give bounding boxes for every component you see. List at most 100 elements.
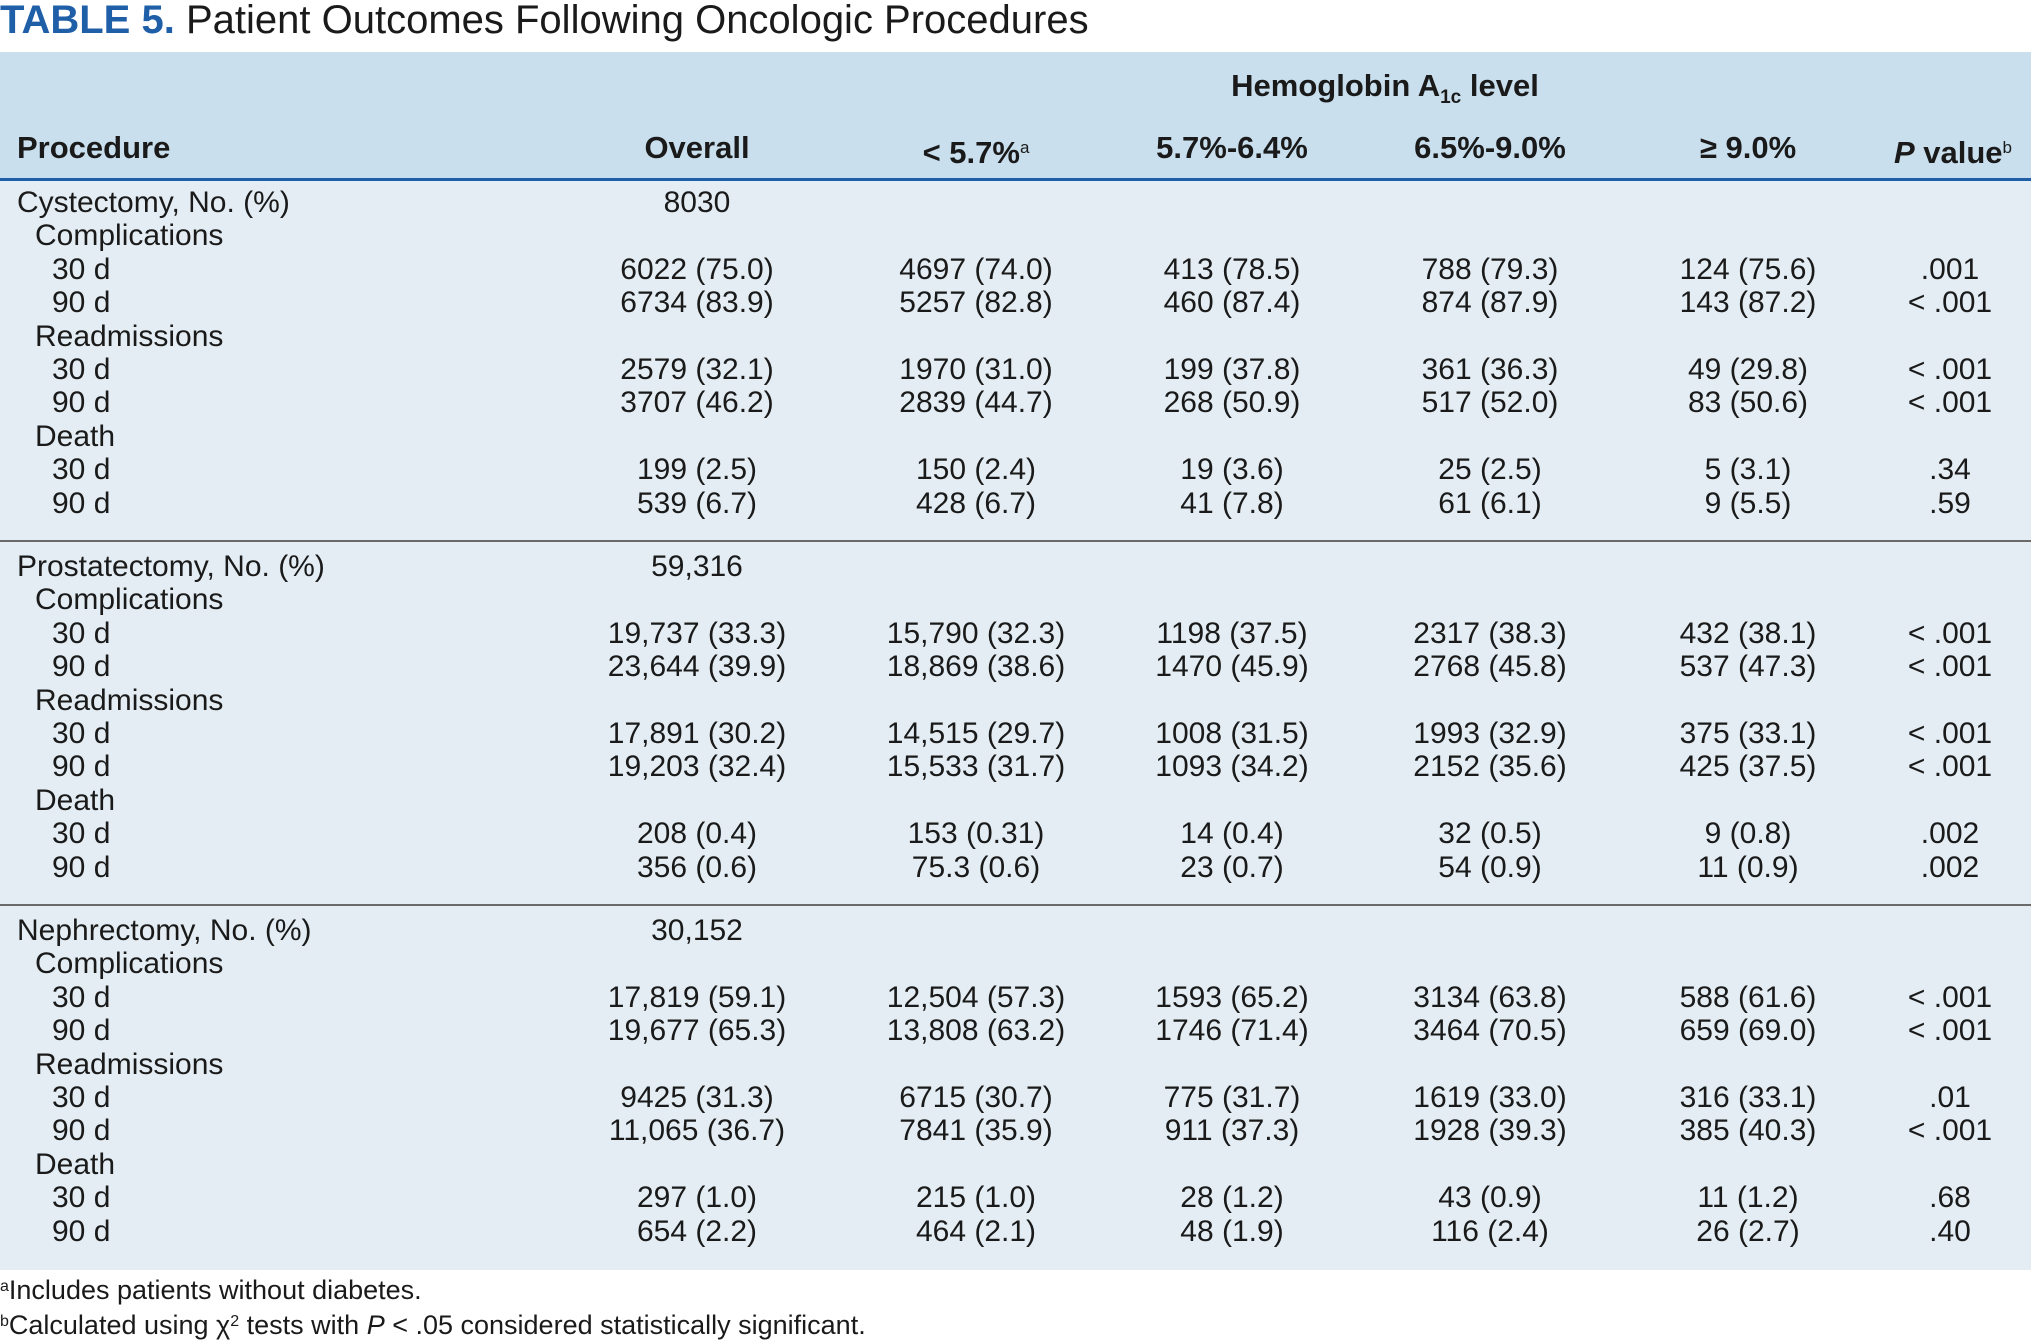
group-header-row: Death xyxy=(0,784,2031,817)
cell-lt57: 15,790 (32.3) xyxy=(886,616,1066,650)
column-header-pvalue-text: value xyxy=(1914,135,2003,170)
cell-r57-64: 23 (0.7) xyxy=(1180,850,1284,884)
table-row: 90 d 539 (6.7) 428 (6.7) 41 (7.8) 61 (6.1) 9 … xyxy=(0,487,2031,520)
row-label: 30 d xyxy=(52,453,111,487)
cell-overall: 19,203 (32.4) xyxy=(607,750,787,784)
table-row: 30 d 2579 (32.1) 1970 (31.0) 199 (37.8) 361 … xyxy=(0,353,2031,386)
cell-r65-90: 788 (79.3) xyxy=(1421,252,1559,286)
group-header-subscript: 1c xyxy=(1440,87,1462,108)
table-row: 30 d 6022 (75.0) 4697 (74.0) 413 (78.5) 788 … xyxy=(0,253,2031,286)
cell-ge90: 375 (33.1) xyxy=(1679,717,1817,750)
cell-r57-64: 48 (1.9) xyxy=(1180,1214,1284,1248)
cell-lt57: 150 (2.4) xyxy=(915,453,1037,487)
group-name: Readmissions xyxy=(35,319,224,353)
column-header-57-64: 5.7%-6.4% xyxy=(1156,130,1308,165)
section-header-row: Cystectomy, No. (%) 8030 xyxy=(0,186,2031,219)
group-header-row: Death xyxy=(0,1148,2031,1181)
cell-overall: 297 (1.0) xyxy=(636,1181,758,1215)
table-row: 30 d 297 (1.0) 215 (1.0) 28 (1.2) 43 (0.9) 11… xyxy=(0,1181,2031,1214)
cell-r57-64: 28 (1.2) xyxy=(1180,1181,1284,1215)
column-header-65-90: 6.5%-9.0% xyxy=(1414,130,1566,165)
group-header-suffix: level xyxy=(1469,68,1539,103)
table-row: 30 d 17,891 (30.2) 14,515 (29.7) 1008 (31.5… xyxy=(0,717,2031,750)
cell-r57-64: 14 (0.4) xyxy=(1180,817,1284,851)
cell-r57-64: 41 (7.8) xyxy=(1180,486,1284,520)
cell-ge90: 124 (75.6) xyxy=(1679,252,1817,286)
cell-r57-64: 1198 (37.5) xyxy=(1156,616,1308,650)
footnote-a: aIncludes patients without diabetes. xyxy=(0,1270,422,1307)
group-header-row: Complications xyxy=(0,947,2031,980)
cell-lt57: 75.3 (0.6) xyxy=(911,850,1041,884)
row-label: 90 d xyxy=(52,750,111,784)
cell-ge90: 425 (37.5) xyxy=(1679,750,1817,784)
cell-overall: 6734 (83.9) xyxy=(620,286,774,320)
group-header-row: Readmissions xyxy=(0,1048,2031,1081)
table-header: Hemoglobin A1c level Procedure Overall <… xyxy=(0,52,2031,181)
footnote-a-text: Includes patients without diabetes. xyxy=(8,1275,422,1305)
cell-overall: 6022 (75.0) xyxy=(620,252,774,286)
group-header-row: Death xyxy=(0,420,2031,453)
cell-lt57: 7841 (35.9) xyxy=(899,1114,1053,1148)
cell-r65-90: 54 (0.9) xyxy=(1438,850,1542,884)
table-number: TABLE 5. xyxy=(0,0,175,42)
cell-p: < .001 xyxy=(1907,386,1993,420)
cell-p: < .001 xyxy=(1907,286,1993,320)
cell-r57-64: 1470 (45.9) xyxy=(1155,650,1309,684)
section-header-row: Nephrectomy, No. (%) 30,152 xyxy=(0,914,2031,947)
cell-overall: 19,737 (33.3) xyxy=(607,616,787,650)
cell-overall: 17,891 (30.2) xyxy=(607,717,787,750)
cell-r65-90: 2317 (38.3) xyxy=(1413,616,1567,650)
cell-p: .59 xyxy=(1929,486,1971,520)
cell-lt57: 4697 (74.0) xyxy=(899,252,1053,286)
section-total: 8030 xyxy=(663,186,731,219)
section-total: 59,316 xyxy=(651,550,743,583)
cell-lt57: 2839 (44.7) xyxy=(899,386,1053,420)
cell-overall: 3707 (46.2) xyxy=(620,386,774,420)
cell-p: < .001 xyxy=(1907,650,1993,684)
row-label: 90 d xyxy=(52,1114,111,1148)
cell-r57-64: 911 (37.3) xyxy=(1164,1114,1300,1148)
footnote-b-mark: b xyxy=(0,1313,9,1330)
cell-overall: 2579 (32.1) xyxy=(620,353,774,386)
chi-square-symbol: χ2 xyxy=(216,1310,239,1340)
group-name: Death xyxy=(35,783,116,817)
cell-r57-64: 1093 (34.2) xyxy=(1155,750,1309,784)
cell-r65-90: 61 (6.1) xyxy=(1438,486,1542,520)
footnote-ref-a: a xyxy=(1019,138,1030,157)
group-name: Readmissions xyxy=(35,1047,224,1081)
cell-lt57: 13,808 (63.2) xyxy=(886,1014,1066,1048)
section-total: 30,152 xyxy=(651,914,743,947)
cell-lt57: 15,533 (31.7) xyxy=(886,750,1066,784)
cell-p: < .001 xyxy=(1907,717,1993,750)
column-header-procedure: Procedure xyxy=(17,130,171,165)
cell-lt57: 428 (6.7) xyxy=(915,486,1037,520)
cell-r65-90: 361 (36.3) xyxy=(1421,353,1559,386)
row-label: 30 d xyxy=(52,980,111,1014)
table-row: 30 d 17,819 (59.1) 12,504 (57.3) 1593 (65.2… xyxy=(0,981,2031,1014)
cell-r57-64: 1008 (31.5) xyxy=(1155,717,1309,750)
footnote-b: bCalculated using χ2 tests with P < .05 … xyxy=(0,1305,866,1342)
cell-p: < .001 xyxy=(1907,1114,1993,1148)
cell-overall: 11,065 (36.7) xyxy=(608,1114,786,1148)
footnote-ref-b: b xyxy=(2002,138,2012,157)
cell-r57-64: 460 (87.4) xyxy=(1163,286,1301,320)
cell-p: .34 xyxy=(1929,453,1971,487)
cell-ge90: 11 (0.9) xyxy=(1697,850,1799,884)
table-row: 90 d 11,065 (36.7) 7841 (35.9) 911 (37.3) 19… xyxy=(0,1114,2031,1147)
table-row: 90 d 19,203 (32.4) 15,533 (31.7) 1093 (34.2… xyxy=(0,750,2031,783)
cell-r57-64: 268 (50.9) xyxy=(1163,386,1301,420)
group-header-row: Readmissions xyxy=(0,320,2031,353)
cell-overall: 9425 (31.3) xyxy=(620,1081,774,1114)
row-label: 90 d xyxy=(52,286,111,320)
section-name: Cystectomy, No. (%) xyxy=(17,186,290,219)
cell-r65-90: 1619 (33.0) xyxy=(1413,1081,1567,1114)
table-row: 30 d 9425 (31.3) 6715 (30.7) 775 (31.7) 1619… xyxy=(0,1081,2031,1114)
footnote-a-mark: a xyxy=(0,1278,9,1295)
cell-r65-90: 1993 (32.9) xyxy=(1413,717,1567,750)
group-header-row: Readmissions xyxy=(0,684,2031,717)
chi-symbol: χ xyxy=(216,1310,231,1340)
cell-lt57: 6715 (30.7) xyxy=(899,1081,1053,1114)
row-label: 30 d xyxy=(52,353,111,386)
cell-ge90: 83 (50.6) xyxy=(1687,386,1809,420)
cell-p: .002 xyxy=(1920,850,1980,884)
